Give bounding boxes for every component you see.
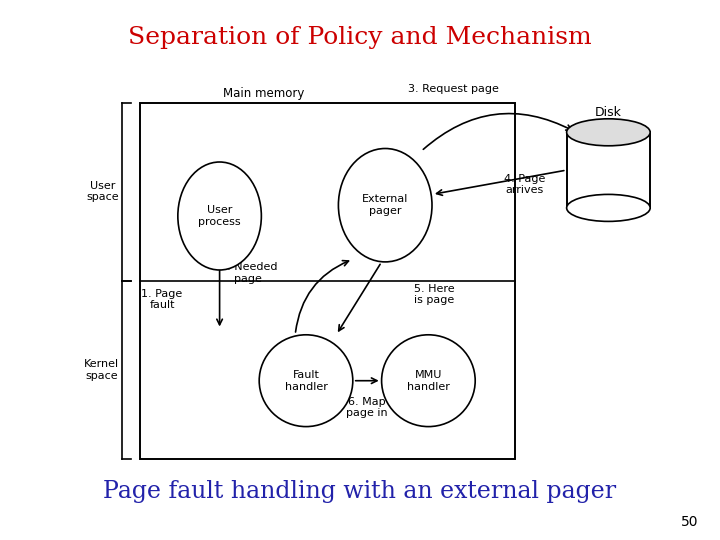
Text: 4. Page
arrives: 4. Page arrives	[504, 174, 545, 195]
Bar	[140, 103, 515, 459]
Ellipse shape	[567, 119, 650, 146]
Ellipse shape	[259, 335, 353, 427]
Text: Kernel
space: Kernel space	[84, 359, 119, 381]
Text: Main memory: Main memory	[223, 87, 305, 100]
Ellipse shape	[567, 194, 650, 221]
Text: Fault
handler: Fault handler	[284, 370, 328, 392]
Text: Disk: Disk	[595, 106, 622, 119]
Text: 50: 50	[681, 515, 698, 529]
Ellipse shape	[178, 162, 261, 270]
Text: External
pager: External pager	[362, 194, 408, 216]
Text: User
space: User space	[86, 181, 119, 202]
Text: 2. Needed
page: 2. Needed page	[220, 262, 277, 284]
Text: MMU
handler: MMU handler	[407, 370, 450, 392]
Text: 6. Map
page in: 6. Map page in	[346, 397, 388, 418]
Text: 5. Here
is page: 5. Here is page	[414, 284, 454, 305]
Text: Separation of Policy and Mechanism: Separation of Policy and Mechanism	[128, 26, 592, 49]
Text: User
process: User process	[198, 205, 241, 227]
Text: 1. Page
fault: 1. Page fault	[141, 289, 183, 310]
Ellipse shape	[382, 335, 475, 427]
Text: Page fault handling with an external pager: Page fault handling with an external pag…	[104, 480, 616, 503]
Bar	[567, 132, 650, 208]
Ellipse shape	[338, 148, 432, 262]
Text: 3. Request page: 3. Request page	[408, 84, 499, 94]
